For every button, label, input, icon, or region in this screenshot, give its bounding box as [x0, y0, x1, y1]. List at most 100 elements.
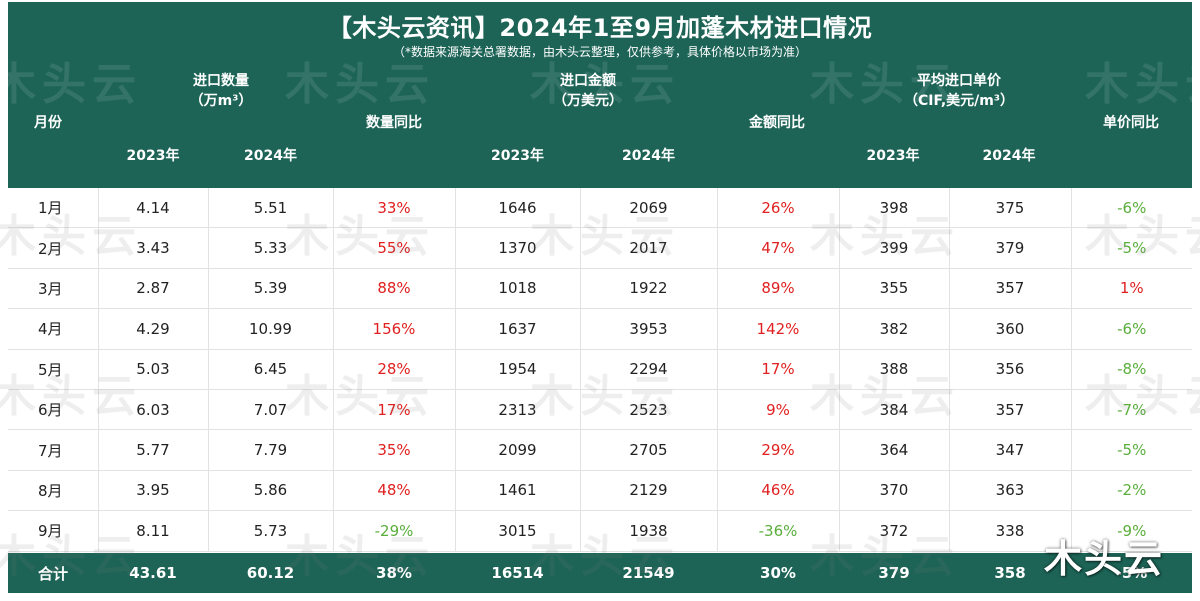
header-qty-group-line2: （万m³） [189, 93, 253, 109]
row-amt-2024: 1922 [580, 268, 718, 310]
row-amt-2024: 1938 [580, 510, 718, 552]
header-price-group-line1: 平均进口单价 [917, 73, 1001, 89]
row-price-2023: 382 [839, 308, 950, 350]
total-qty-2024: 60.12 [246, 564, 295, 582]
row-qty-2023: 3.95 [98, 470, 209, 512]
row-price-2023: 364 [839, 429, 950, 471]
row-month: 8月 [8, 470, 99, 512]
row-qty-2024: 5.86 [208, 470, 334, 512]
table-body: 1月 4.14 5.51 33% 1646 2069 26% 398 375 -6% 2月 3.43 5… [8, 188, 1192, 552]
row-amt-2023: 3015 [455, 510, 581, 552]
row-month: 5月 [8, 349, 99, 390]
header-amt-yoy: 金额同比 [749, 115, 805, 131]
table-row: 1月 4.14 5.51 33% 1646 2069 26% 398 375 -6% [8, 188, 1192, 229]
row-qty-2023: 5.77 [98, 429, 209, 471]
row-amt-yoy: 46% [717, 470, 840, 512]
row-amt-2024: 2523 [580, 389, 718, 431]
row-qty-2024: 10.99 [208, 308, 334, 350]
header-qty-2024: 2024年 [244, 148, 297, 164]
row-qty-2024: 6.45 [208, 349, 334, 390]
row-price-yoy: -7% [1071, 389, 1192, 431]
row-amt-2023: 1954 [455, 349, 581, 390]
row-qty-2023: 2.87 [98, 268, 209, 310]
row-price-2023: 384 [839, 389, 950, 431]
row-amt-yoy: 47% [717, 227, 840, 269]
row-price-2023: 398 [839, 188, 950, 229]
row-price-2023: 399 [839, 227, 950, 269]
row-month: 1月 [8, 188, 99, 229]
total-row: 合计 43.61 60.12 38% 16514 21549 30% 379 3… [8, 553, 1192, 593]
row-price-yoy: -2% [1071, 470, 1192, 512]
row-month: 3月 [8, 268, 99, 310]
row-price-2024: 375 [949, 188, 1072, 229]
row-amt-yoy: 142% [717, 308, 840, 350]
row-qty-2023: 4.29 [98, 308, 209, 350]
row-price-2024: 356 [949, 349, 1072, 390]
row-amt-yoy: 26% [717, 188, 840, 229]
row-month: 4月 [8, 308, 99, 350]
row-amt-yoy: 89% [717, 268, 840, 310]
row-price-2024: 347 [949, 429, 1072, 471]
row-price-2023: 355 [839, 268, 950, 310]
row-amt-2024: 3953 [580, 308, 718, 350]
row-qty-yoy: 48% [333, 470, 456, 512]
header-price-group-line2: （CIF,美元/m³） [904, 93, 1014, 109]
row-qty-2023: 8.11 [98, 510, 209, 552]
row-amt-yoy: 29% [717, 429, 840, 471]
row-price-yoy: -6% [1071, 308, 1192, 350]
row-amt-2024: 2017 [580, 227, 718, 269]
row-price-2024: 363 [949, 470, 1072, 512]
header-qty-yoy: 数量同比 [366, 115, 422, 131]
total-price-yoy: -5% [1115, 564, 1148, 582]
total-amt-2023: 16514 [491, 564, 544, 582]
row-qty-yoy: 33% [333, 188, 456, 229]
row-qty-2024: 5.33 [208, 227, 334, 269]
header-month: 月份 [34, 115, 62, 131]
row-qty-2023: 5.03 [98, 349, 209, 390]
row-qty-2024: 5.51 [208, 188, 334, 229]
row-qty-2023: 6.03 [98, 389, 209, 431]
row-qty-yoy: 28% [333, 349, 456, 390]
row-amt-2023: 1370 [455, 227, 581, 269]
row-qty-2024: 5.73 [208, 510, 334, 552]
row-price-yoy: -9% [1071, 510, 1192, 552]
row-qty-2023: 3.43 [98, 227, 209, 269]
row-price-2024: 357 [949, 389, 1072, 431]
row-amt-2023: 1018 [455, 268, 581, 310]
total-amt-2024: 21549 [622, 564, 675, 582]
row-price-yoy: -6% [1071, 188, 1192, 229]
header-amt-2024: 2024年 [622, 148, 675, 164]
row-amt-2024: 2705 [580, 429, 718, 471]
row-amt-yoy: 17% [717, 349, 840, 390]
row-amt-2023: 2313 [455, 389, 581, 431]
total-amt-yoy: 30% [760, 564, 796, 582]
row-price-2024: 357 [949, 268, 1072, 310]
table-header: 【木头云资讯】2024年1至9月加蓬木材进口情况 （*数据来源海关总署数据，由木… [8, 2, 1192, 188]
row-amt-yoy: -36% [717, 510, 840, 552]
row-amt-2023: 2099 [455, 429, 581, 471]
row-amt-2023: 1637 [455, 308, 581, 350]
row-price-yoy: -8% [1071, 349, 1192, 390]
total-price-2023: 379 [878, 564, 910, 582]
row-price-yoy: 1% [1071, 268, 1192, 310]
row-month: 2月 [8, 227, 99, 269]
table-row: 4月 4.29 10.99 156% 1637 3953 142% 382 360 -6% [8, 308, 1192, 350]
row-price-2024: 338 [949, 510, 1072, 552]
total-qty-2023: 43.61 [129, 564, 177, 582]
row-amt-2024: 2069 [580, 188, 718, 229]
row-price-yoy: -5% [1071, 227, 1192, 269]
row-amt-2024: 2294 [580, 349, 718, 390]
header-price-yoy: 单价同比 [1103, 115, 1159, 131]
row-qty-2024: 5.39 [208, 268, 334, 310]
brand-logo: 木头云 [1044, 537, 1165, 581]
header-qty-2023: 2023年 [126, 148, 180, 164]
row-amt-2023: 1461 [455, 470, 581, 512]
row-qty-yoy: 17% [333, 389, 456, 431]
table-row: 7月 5.77 7.79 35% 2099 2705 29% 364 347 -5% [8, 429, 1192, 471]
row-month: 9月 [8, 510, 99, 552]
data-table: 1月 4.14 5.51 33% 1646 2069 26% 398 375 -6% 2月 3.43 5… [8, 188, 1192, 552]
header-amt-group-line1: 进口金额 [560, 73, 616, 89]
header-qty-group-line1: 进口数量 [193, 73, 249, 89]
row-price-2024: 360 [949, 308, 1072, 350]
